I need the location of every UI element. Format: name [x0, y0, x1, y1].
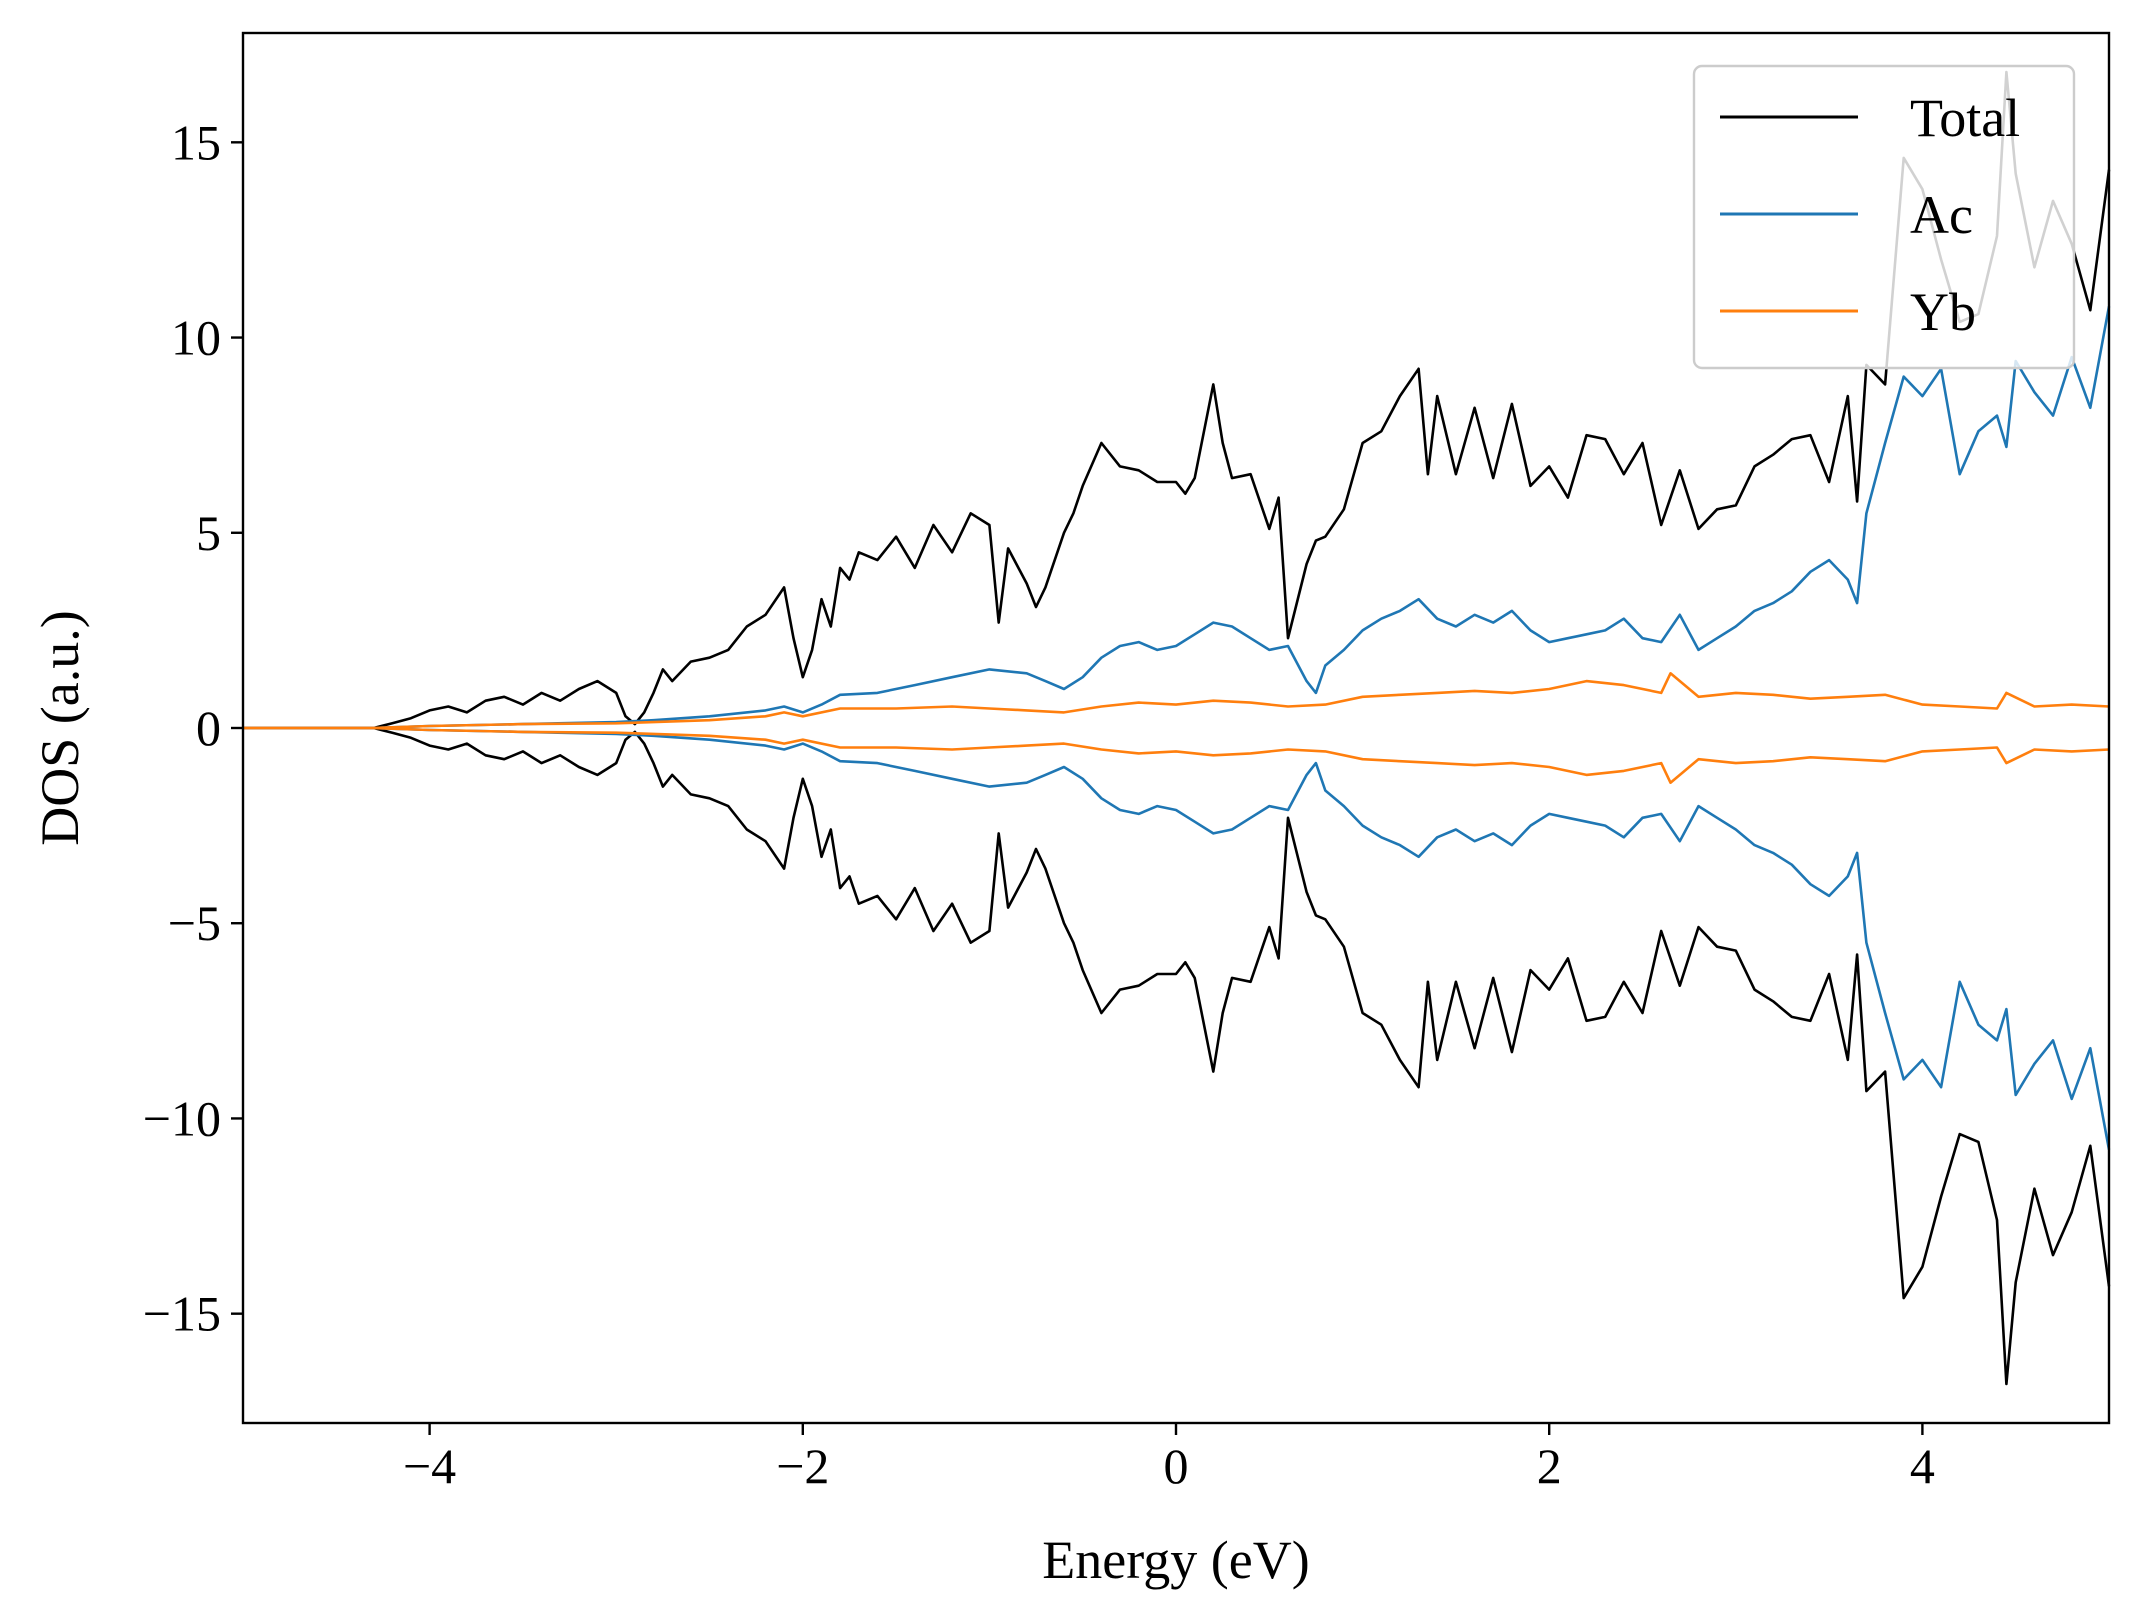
y-tick-label: −15 — [143, 1286, 221, 1342]
y-tick-label: −5 — [168, 895, 221, 951]
legend-label-yb: Yb — [1910, 282, 1976, 342]
y-tick-label: 10 — [171, 310, 221, 366]
series-line-yb-down — [243, 726, 2110, 785]
series-line-ac-down — [243, 726, 2111, 1150]
y-tick-label: 5 — [196, 505, 221, 561]
x-tick-label: 4 — [1910, 1438, 1935, 1494]
legend: Total Ac Yb — [1692, 64, 2076, 370]
series-line-total-down — [243, 726, 2111, 1386]
series-layer — [243, 70, 2111, 1386]
y-tick-label: −10 — [143, 1090, 221, 1146]
legend-box — [1692, 64, 2076, 370]
x-tick-label: 0 — [1164, 1438, 1189, 1494]
legend-label-total: Total — [1910, 88, 2020, 148]
y-axis-label: DOS (a.u.) — [30, 610, 90, 845]
x-tick-label: −4 — [403, 1438, 456, 1494]
y-tick-label: 15 — [171, 114, 221, 170]
legend-entries: Total Ac Yb — [1720, 88, 2020, 342]
series-line-ac-up — [243, 306, 2111, 730]
y-axis: 15 10 5 0 −5 −10 −15 — [143, 114, 243, 1342]
x-axis-label: Energy (eV) — [1042, 1530, 1309, 1590]
series-line-total-up — [243, 70, 2111, 730]
y-tick-label: 0 — [196, 700, 221, 756]
x-axis: −4 −2 0 2 4 — [403, 1423, 1935, 1494]
series-line-yb-up — [243, 671, 2110, 730]
x-tick-label: −2 — [776, 1438, 829, 1494]
legend-label-ac: Ac — [1910, 185, 1973, 245]
x-tick-label: 2 — [1537, 1438, 1562, 1494]
